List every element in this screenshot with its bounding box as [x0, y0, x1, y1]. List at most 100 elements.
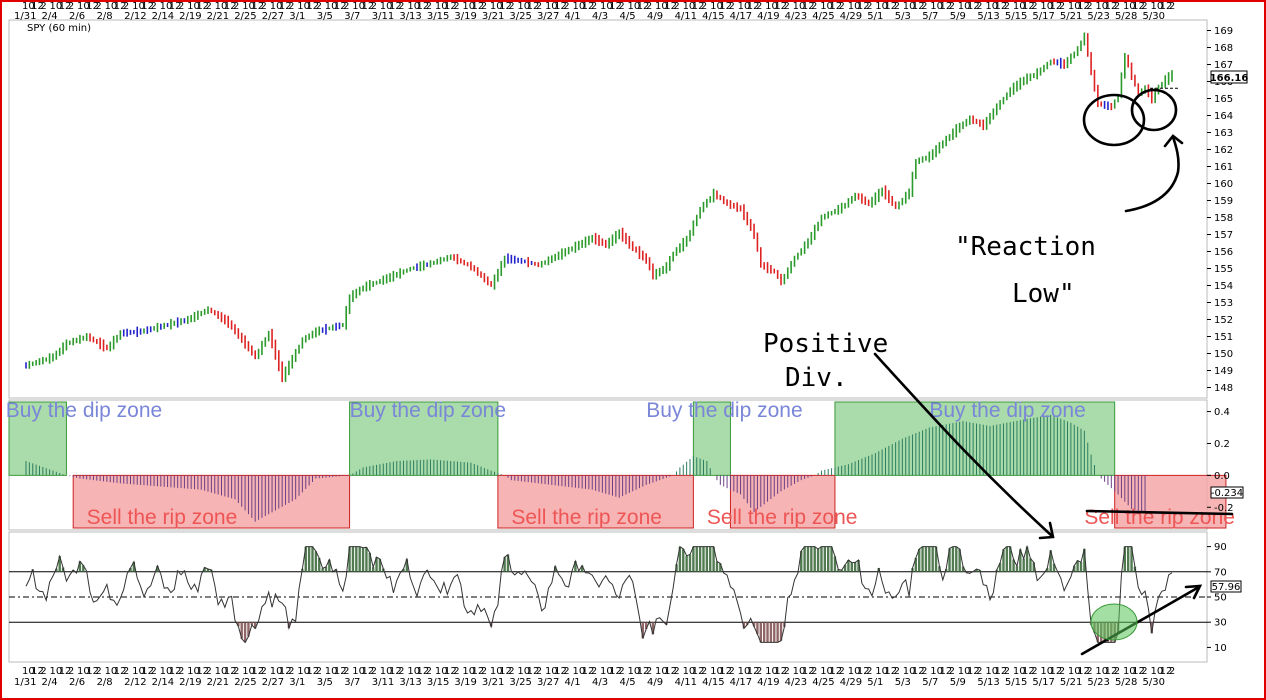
x-hour-label: 10 — [105, 666, 118, 677]
x-date-label: 4/17 — [730, 677, 752, 688]
x-hour-label: 12 — [939, 1, 952, 12]
x-hour-label: 12 — [306, 666, 319, 677]
buy-zone-label: Buy the dip zone — [350, 399, 506, 422]
x-hour-label: 2 — [178, 666, 184, 677]
x-date-label: 2/25 — [234, 11, 256, 22]
x-hour-label: 12 — [747, 1, 760, 12]
x-hour-label: 10 — [1013, 666, 1026, 677]
x-hour-label: 10 — [215, 666, 228, 677]
x-hour-label: 12 — [389, 1, 402, 12]
x-hour-label: 10 — [545, 666, 558, 677]
price-pane-frame — [8, 19, 1208, 399]
x-date-label: 4/29 — [840, 677, 862, 688]
x-date-label: 4/5 — [620, 11, 636, 22]
x-hour-label: 12 — [141, 666, 154, 677]
x-hour-label: 12 — [361, 1, 374, 12]
histogram-last-label: -0.234 — [1211, 488, 1243, 499]
price-tick-label: 165 — [1214, 94, 1233, 105]
x-date-label: 2/25 — [234, 677, 256, 688]
x-date-label: 5/3 — [895, 677, 911, 688]
x-hour-label: 12 — [169, 666, 182, 677]
x-date-label: 5/7 — [922, 11, 938, 22]
x-hour-label: 12 — [31, 1, 44, 12]
x-hour-label: 12 — [196, 1, 209, 12]
x-hour-label: 12 — [719, 1, 732, 12]
x-hour-label: 10 — [820, 666, 833, 677]
x-date-label: 3/25 — [509, 677, 531, 688]
x-hour-label: 12 — [224, 1, 237, 12]
positive-div-line-2: Div. — [785, 363, 848, 393]
x-hour-label: 10 — [765, 666, 778, 677]
x-hour-label: 2 — [1141, 666, 1147, 677]
x-hour-label: 12 — [939, 666, 952, 677]
x-date-label: 3/7 — [344, 11, 360, 22]
reaction-low-line-1: "Reaction — [955, 232, 1096, 262]
x-date-label: 4/15 — [702, 677, 724, 688]
x-hour-label: 2 — [123, 1, 129, 12]
x-date-label: 3/15 — [427, 677, 449, 688]
x-hour-label: 12 — [995, 666, 1008, 677]
price-tick-label: 167 — [1214, 60, 1233, 71]
sell-zone-label: Sell the rip zone — [1084, 506, 1235, 529]
x-hour-label: 2 — [728, 1, 734, 12]
rsi-last-label: 57.96 — [1212, 582, 1241, 593]
buy-zone-box — [692, 401, 731, 476]
x-hour-label: 2 — [839, 666, 845, 677]
x-date-label: 4/11 — [675, 677, 697, 688]
x-hour-label: 12 — [1160, 1, 1173, 12]
histogram-strike-line — [1085, 509, 1234, 516]
rsi-tick-label: 90 — [1214, 542, 1227, 553]
x-hour-label: 12 — [86, 1, 99, 12]
histogram-tick-label: 0.0 — [1214, 471, 1230, 482]
x-hour-label: 2 — [563, 666, 569, 677]
x-hour-label: 10 — [1040, 1, 1053, 12]
buy-zone-box — [8, 401, 67, 476]
x-hour-label: 2 — [1114, 666, 1120, 677]
x-hour-label: 10 — [710, 666, 723, 677]
x-hour-label: 2 — [398, 1, 404, 12]
histogram-axis: 0.4 0.2 0.0 -0.2 — [1207, 407, 1234, 514]
x-date-label: 5/23 — [1087, 677, 1109, 688]
reaction-low-arrowhead — [1163, 134, 1184, 148]
x-date-label: 4/5 — [620, 677, 636, 688]
x-hour-label: 2 — [728, 666, 734, 677]
x-hour-label: 2 — [1169, 1, 1175, 12]
x-date-label: 2/12 — [124, 677, 146, 688]
x-date-label: 4/25 — [812, 677, 834, 688]
x-date-label: 5/28 — [1115, 11, 1137, 22]
positive-div-arrow — [873, 352, 1054, 538]
x-hour-label: 10 — [628, 666, 641, 677]
x-date-label: 2/19 — [179, 11, 201, 22]
x-date-label: 2/6 — [69, 11, 85, 22]
x-hour-label: 10 — [1150, 1, 1163, 12]
x-hour-label: 10 — [820, 1, 833, 12]
x-hour-label: 12 — [444, 666, 457, 677]
x-hour-label: 10 — [77, 666, 90, 677]
x-date-label: 5/15 — [1005, 677, 1027, 688]
x-hour-label: 10 — [738, 1, 751, 12]
x-hour-label: 12 — [86, 666, 99, 677]
sell-zone-label: Sell the rip zone — [707, 506, 858, 529]
x-hour-label: 10 — [407, 1, 420, 12]
x-date-label: 2/8 — [97, 11, 113, 22]
x-date-label: 4/19 — [757, 11, 779, 22]
x-hour-label: 2 — [1086, 1, 1092, 12]
x-hour-label: 2 — [976, 666, 982, 677]
x-hour-label: 10 — [297, 1, 310, 12]
reaction-low-line-2: Low" — [1012, 279, 1075, 309]
x-hour-label: 2 — [1031, 666, 1037, 677]
price-tick-label: 155 — [1214, 264, 1233, 275]
x-date-label: 2/8 — [97, 677, 113, 688]
x-date-label: 4/29 — [840, 11, 862, 22]
x-date-label: 4/3 — [592, 11, 608, 22]
sell-zone-box — [729, 474, 836, 529]
x-date-label: 5/15 — [1005, 11, 1027, 22]
x-date-label: 5/3 — [895, 11, 911, 22]
buy-zone-label: Buy the dip zone — [6, 399, 162, 422]
x-hour-label: 2 — [756, 1, 762, 12]
x-hour-label: 10 — [160, 1, 173, 12]
x-date-label: 3/1 — [289, 11, 305, 22]
x-hour-label: 2 — [976, 1, 982, 12]
handwritten-annotations — [873, 88, 1234, 656]
rsi-trend-arrow — [1080, 585, 1201, 656]
